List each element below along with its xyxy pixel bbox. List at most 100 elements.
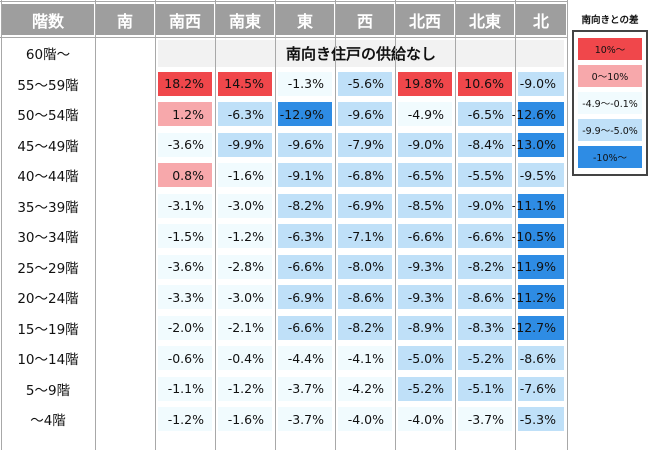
header-corner: 階数 [2,4,94,35]
data-cell: 1.2% [158,102,212,127]
data-cell: -12.9% [278,102,332,127]
row-label: 20〜24階 [17,291,79,308]
data-cell: -7.9% [338,132,392,157]
data-cell: -13.0% [512,132,564,157]
data-cell: -9.0% [458,193,512,218]
data-cell: -4.1% [338,346,392,371]
data-cell: -8.2% [458,254,512,279]
data-cell: 10.6% [458,71,512,96]
grid-line [155,0,156,450]
data-cell: -8.9% [398,315,452,340]
data-cell: -9.9% [218,132,272,157]
row-label: 25〜29階 [17,260,79,277]
data-cell: -8.2% [278,193,332,218]
data-cell: -9.0% [398,132,452,157]
legend-title: 南向きとの差 [581,15,639,26]
data-cell: -11.2% [512,285,564,310]
data-cell: -8.6% [338,285,392,310]
grid-line [395,0,396,450]
data-cell: 18.2% [158,71,212,96]
grid-line [95,0,96,450]
data-cell: -5.1% [458,376,512,401]
data-cell: -6.5% [398,163,452,188]
data-cell: -8.2% [338,315,392,340]
data-cell: -9.5% [518,163,564,188]
data-cell: -12.6% [512,102,564,127]
data-cell: -7.6% [518,376,564,401]
legend-item: 0〜10% [578,65,642,87]
row-label: 55〜59階 [17,77,79,94]
data-cell: -6.5% [458,102,512,127]
data-cell: -4.9% [398,102,452,127]
data-cell: -4.2% [338,376,392,401]
data-cell: -2.1% [218,315,272,340]
data-cell: -5.5% [458,163,512,188]
data-cell: -8.6% [518,346,564,371]
data-cell: -1.6% [218,163,272,188]
no-supply-banner: 南向き住戸の供給なし [158,40,564,67]
data-cell: -2.0% [158,315,212,340]
data-cell: -12.7% [512,315,564,340]
row-label: 35〜39階 [17,199,79,216]
row-label: 5〜9階 [25,382,71,399]
data-cell: -5.2% [458,346,512,371]
data-cell: -3.6% [158,132,212,157]
grid-line [567,0,568,450]
grid-line [1,0,2,450]
data-cell: -5.3% [518,407,564,432]
data-cell: 14.5% [218,71,272,96]
row-label: 40〜44階 [17,169,79,186]
column-header: 南東 [216,4,274,35]
column-header: 西 [336,4,394,35]
legend-item: -10%〜 [578,146,642,168]
data-cell: -1.1% [158,376,212,401]
data-cell: -6.6% [458,224,512,249]
data-cell: -3.0% [218,193,272,218]
column-header: 南西 [156,4,214,35]
data-cell: -6.8% [338,163,392,188]
row-label: 45〜49階 [17,138,79,155]
data-cell: -4.4% [278,346,332,371]
column-header: 東 [276,4,334,35]
grid-line [215,0,216,450]
data-cell: -6.6% [278,254,332,279]
data-cell: -3.6% [158,254,212,279]
column-header: 北西 [396,4,454,35]
data-cell: -6.9% [278,285,332,310]
data-cell: -1.3% [278,71,332,96]
data-cell: -6.9% [338,193,392,218]
data-cell: -9.6% [338,102,392,127]
grid-line [275,0,276,450]
data-cell: -1.6% [218,407,272,432]
data-cell: -6.6% [398,224,452,249]
grid-line [455,0,456,450]
column-header: 北 [516,4,566,35]
data-cell: 0.8% [158,163,212,188]
legend-box: 10%〜 0〜10% -4.9〜-0.1% -9.9〜-5.0% -10%〜 [572,30,648,176]
data-cell: -4.0% [398,407,452,432]
row-label: 10〜14階 [17,352,79,369]
data-cell: -5.2% [398,376,452,401]
legend-item: -4.9〜-0.1% [578,92,642,114]
data-cell: -1.5% [158,224,212,249]
column-header: 南 [96,4,154,35]
data-cell: -3.7% [278,376,332,401]
data-cell: -3.7% [278,407,332,432]
data-cell: -6.3% [218,102,272,127]
data-cell: -11.9% [512,254,564,279]
data-cell: -10.5% [512,224,564,249]
grid-line [0,37,567,38]
data-cell: -9.6% [278,132,332,157]
data-cell: -0.6% [158,346,212,371]
grid-line [335,0,336,450]
legend-item: -9.9〜-5.0% [578,119,642,141]
column-header: 北東 [456,4,514,35]
data-cell: -8.0% [338,254,392,279]
heatmap-table: 階数南南西 南東東西北西 北東北 60階〜 55〜59階 18.2% 14.5% -1.3% -… [0,0,568,450]
data-cell: -8.3% [458,315,512,340]
data-cell: -1.2% [218,224,272,249]
data-cell: -8.5% [398,193,452,218]
data-cell: -5.6% [338,71,392,96]
row-label: 50〜54階 [17,108,79,125]
data-cell: -6.6% [278,315,332,340]
